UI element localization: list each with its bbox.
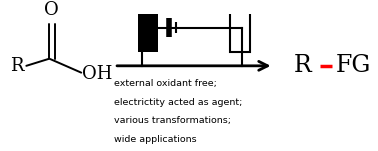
- Text: electrictity acted as agent;: electrictity acted as agent;: [114, 98, 243, 107]
- Text: wide applications: wide applications: [114, 135, 197, 144]
- Text: OH: OH: [82, 65, 113, 83]
- Text: various transformations;: various transformations;: [114, 116, 231, 125]
- Text: FG: FG: [336, 54, 371, 77]
- Bar: [138, 11, 158, 52]
- Text: R: R: [10, 57, 23, 75]
- Text: external oxidant free;: external oxidant free;: [114, 79, 217, 88]
- Text: R: R: [294, 54, 311, 77]
- Text: O: O: [44, 2, 59, 19]
- Bar: [229, 11, 249, 52]
